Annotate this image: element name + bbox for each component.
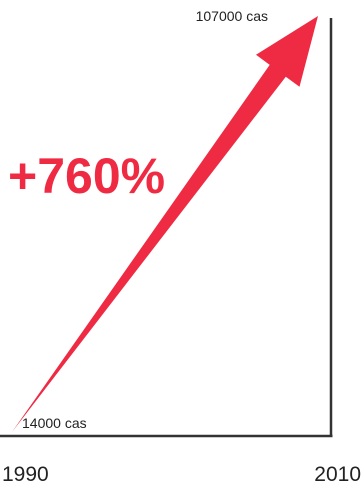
percent-change-label: +760%: [8, 148, 165, 204]
growth-arrow: [12, 16, 318, 432]
x-tick-label-2010: 2010: [314, 463, 361, 486]
x-tick-label-1990: 1990: [2, 463, 49, 486]
start-value-label: 14000 cas: [22, 415, 87, 431]
end-value-label: 107000 cas: [196, 8, 268, 24]
